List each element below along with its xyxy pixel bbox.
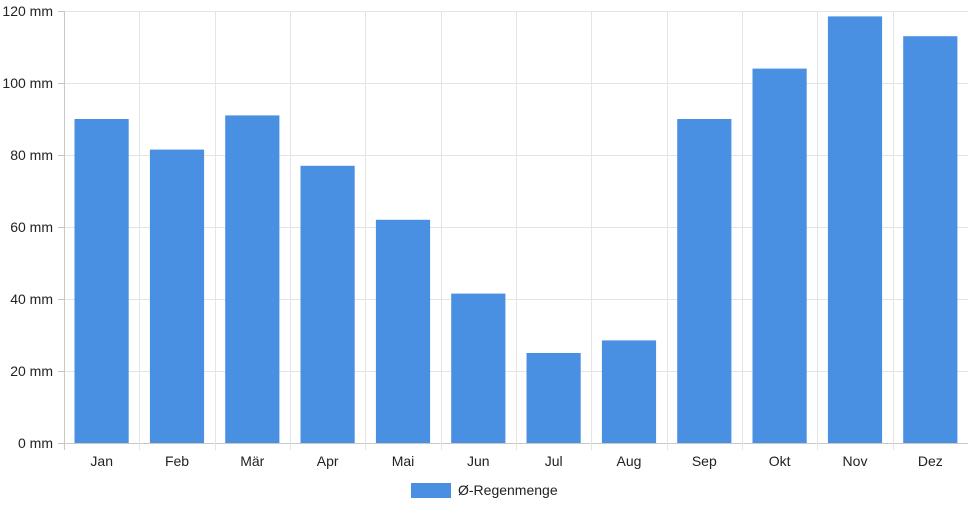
bar-Apr[interactable] [300,165,355,444]
bar-Feb[interactable] [149,149,205,443]
bar-Okt[interactable] [752,68,807,443]
legend-swatch [411,483,451,498]
grid [64,11,968,450]
legend[interactable]: Ø-Regenmenge [411,482,558,498]
bar-Jan[interactable] [74,119,129,443]
y-tick-label: 20 mm [10,363,53,379]
bar-Aug[interactable] [601,340,657,443]
x-tick-label: Jul [545,453,563,469]
x-tick-label: Apr [317,453,339,469]
x-tick-label: Jan [90,453,113,469]
bar-Jun[interactable] [451,293,506,443]
x-tick-label: Aug [617,453,642,469]
x-tick-label: Mai [392,453,415,469]
bar-Dez[interactable] [903,36,958,443]
bar-Sep[interactable] [677,119,732,443]
legend-label: Ø-Regenmenge [458,482,558,498]
y-tick-label: 60 mm [10,219,53,235]
y-tick-label: 100 mm [2,75,53,91]
y-tick-label: 80 mm [10,147,53,163]
x-tick-label: Dez [918,453,943,469]
bars [74,16,958,444]
x-axis-labels: Jan Feb Mär Apr Mai Jun Jul Aug Sep Okt Nov Dez [90,453,942,469]
y-axis-labels: 0 mm 20 mm 40 mm 60 mm 80 mm 100 mm 120 mm [2,3,53,451]
x-tick-label: Jun [467,453,490,469]
y-tick-label: 0 mm [18,435,53,451]
bar-Jul[interactable] [526,353,581,443]
x-tick-label: Nov [843,453,868,469]
x-tick-label: Feb [165,453,189,469]
axes [58,11,64,444]
bar-Nov[interactable] [827,16,883,444]
y-tick-label: 40 mm [10,291,53,307]
x-tick-label: Okt [769,453,791,469]
x-tick-label: Sep [692,453,717,469]
bar-Mär[interactable] [225,115,280,444]
x-tick-label: Mär [240,453,264,469]
y-tick-label: 120 mm [2,3,53,19]
bar-Mai[interactable] [375,219,431,443]
